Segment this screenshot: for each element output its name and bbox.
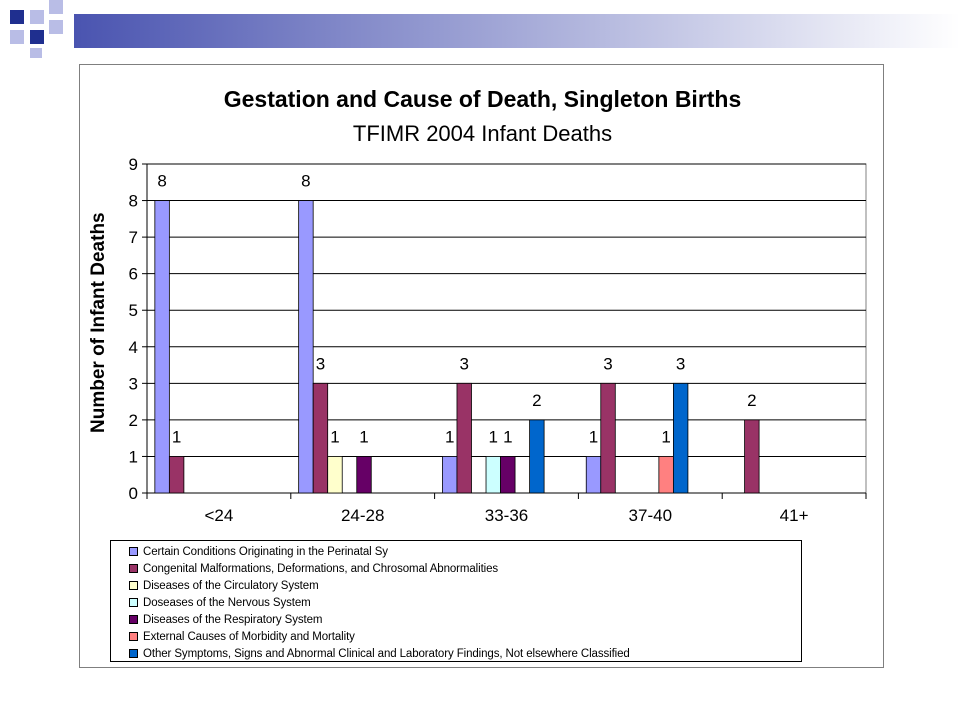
decoration-gradient-bar xyxy=(74,14,960,48)
bar xyxy=(500,456,516,494)
decoration-square xyxy=(49,20,63,34)
decoration-square xyxy=(30,48,42,58)
data-label: 1 xyxy=(661,427,670,446)
y-tick-label: 7 xyxy=(129,228,138,247)
legend-label: Certain Conditions Originating in the Pe… xyxy=(143,545,388,558)
bar xyxy=(327,456,343,494)
legend-swatch xyxy=(129,615,138,624)
chart-frame: 0 1 2 3 4 5 6 7 8 9 <24 8 1 24-28 8 3 1 1 33-36 1 3 1 1 2 37-40 1… xyxy=(79,64,884,668)
y-tick-label: 6 xyxy=(129,265,138,284)
x-tick-label: 24-28 xyxy=(341,506,384,525)
legend-swatch xyxy=(129,598,138,607)
data-label: 1 xyxy=(489,427,498,446)
bar xyxy=(529,419,545,494)
y-axis-label: Number of Infant Deaths xyxy=(88,212,109,433)
y-tick-label: 5 xyxy=(129,301,138,320)
chart-legend: Certain Conditions Originating in the Pe… xyxy=(110,540,802,662)
y-tick-label: 3 xyxy=(129,374,138,393)
y-tick-label: 0 xyxy=(129,484,138,503)
x-tick-label: 41+ xyxy=(780,506,809,525)
bar xyxy=(744,419,760,494)
legend-item: Diseases of the Respiratory System xyxy=(129,611,323,628)
legend-label: Other Symptoms, Signs and Abnormal Clini… xyxy=(143,647,630,660)
y-tick-label: 1 xyxy=(129,447,138,466)
legend-swatch xyxy=(129,649,138,658)
legend-item: Other Symptoms, Signs and Abnormal Clini… xyxy=(129,645,630,662)
chart-subtitle: TFIMR 2004 Infant Deaths xyxy=(352,121,613,146)
decoration-square xyxy=(30,10,44,24)
decoration-square xyxy=(49,0,63,14)
x-tick-label: 37-40 xyxy=(629,506,672,525)
data-label: 2 xyxy=(532,391,541,410)
legend-item: Congenital Malformations, Deformations, … xyxy=(129,560,498,577)
legend-item: Doseases of the Nervous System xyxy=(129,594,311,611)
legend-swatch xyxy=(129,547,138,556)
legend-label: Diseases of the Circulatory System xyxy=(143,579,319,592)
legend-swatch xyxy=(129,564,138,573)
data-label: 3 xyxy=(603,354,612,373)
legend-label: Diseases of the Respiratory System xyxy=(143,613,323,626)
data-label: 1 xyxy=(589,427,598,446)
bar xyxy=(356,456,372,494)
bar xyxy=(168,456,185,494)
data-label: 1 xyxy=(359,427,368,446)
bar xyxy=(442,456,458,494)
y-tick-label: 2 xyxy=(129,411,138,430)
data-label: 3 xyxy=(316,354,325,373)
legend-swatch xyxy=(129,632,138,641)
bar xyxy=(154,200,170,494)
bar xyxy=(298,200,314,494)
bar xyxy=(312,382,329,494)
data-label: 1 xyxy=(172,427,181,446)
bar xyxy=(672,382,689,494)
bar xyxy=(600,382,616,494)
y-tick-label: 9 xyxy=(129,155,138,174)
decoration-square xyxy=(10,30,24,44)
chart-title: Gestation and Cause of Death, Singleton … xyxy=(223,86,742,112)
data-label: 3 xyxy=(676,354,685,373)
legend-swatch xyxy=(129,581,138,590)
legend-label: Doseases of the Nervous System xyxy=(143,596,311,609)
legend-item: External Causes of Morbidity and Mortali… xyxy=(129,628,355,645)
x-tick-label: <24 xyxy=(204,506,233,525)
bar xyxy=(658,456,674,494)
slide-corner-decoration xyxy=(10,0,960,58)
decoration-square xyxy=(10,10,24,24)
data-label: 1 xyxy=(445,427,454,446)
data-label: 2 xyxy=(747,391,756,410)
bar xyxy=(485,456,501,494)
data-label: 3 xyxy=(459,354,468,373)
y-tick-label: 4 xyxy=(129,338,138,357)
y-tick-label: 8 xyxy=(129,192,138,211)
decoration-square xyxy=(30,30,44,44)
data-label: 8 xyxy=(301,172,310,191)
data-label: 1 xyxy=(503,427,512,446)
legend-label: Congenital Malformations, Deformations, … xyxy=(143,562,499,575)
data-label: 1 xyxy=(330,427,339,446)
x-tick-label: 33-36 xyxy=(485,506,528,525)
legend-label: External Causes of Morbidity and Mortali… xyxy=(143,630,355,643)
legend-item: Certain Conditions Originating in the Pe… xyxy=(129,543,388,560)
bar xyxy=(456,382,472,494)
legend-item: Diseases of the Circulatory System xyxy=(129,577,319,594)
bar xyxy=(585,456,602,494)
data-label: 8 xyxy=(157,172,166,191)
